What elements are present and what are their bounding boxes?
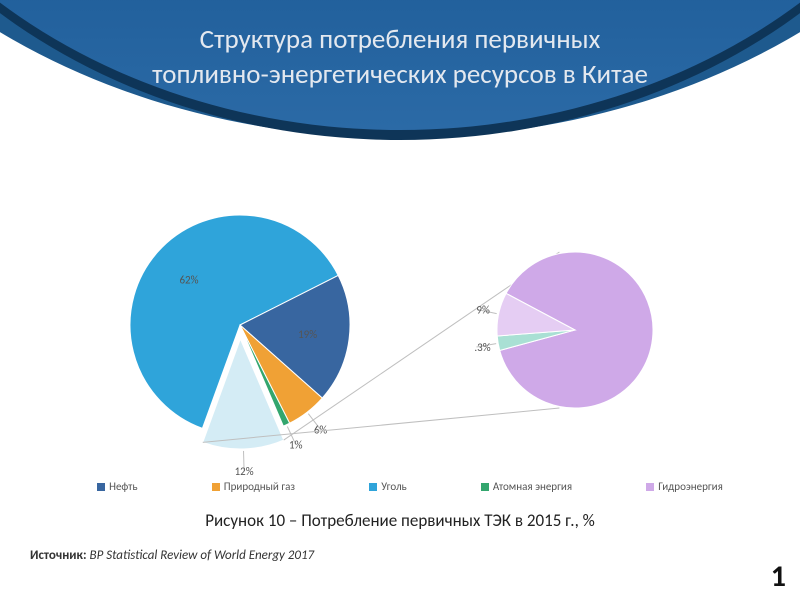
legend-swatch [646, 483, 654, 491]
legend: Нефть Природный газ Уголь Атомная энергия Ги… [60, 480, 760, 493]
title-line-1: Структура потребления первичных [200, 23, 601, 56]
chart-area: 62%19%6%1%12%.3%9% [40, 175, 760, 475]
legend-label: Гидроэнергия [658, 480, 723, 493]
legend-swatch [97, 483, 105, 491]
slice-label: 1% [289, 439, 303, 452]
legend-swatch [369, 483, 377, 491]
slice-label: .3% [474, 341, 490, 354]
legend-swatch [481, 483, 489, 491]
legend-item: Природный газ [212, 480, 295, 493]
legend-item: Гидроэнергия [646, 480, 723, 493]
source-label: Источник: [30, 548, 87, 563]
pie-charts-svg: 62%19%6%1%12%.3%9% [40, 175, 760, 475]
legend-label: Нефть [109, 480, 137, 493]
slice-label: 19% [298, 328, 317, 341]
legend-item: Атомная энергия [481, 480, 572, 493]
legend-label: Природный газ [224, 480, 295, 493]
slide-title: Структура потребления первичных топливно… [0, 22, 800, 92]
source-line: Источник: BP Statistical Review of World… [30, 548, 314, 563]
page-number: 1 [771, 563, 786, 590]
slide: Структура потребления первичных топливно… [0, 0, 800, 600]
figure-caption: Рисунок 10 – Потребление первичных ТЭК в… [0, 510, 800, 531]
slice-label: 9% [476, 304, 490, 317]
legend-label: Атомная энергия [493, 480, 572, 493]
legend-item: Нефть [97, 480, 137, 493]
legend-item: Уголь [369, 480, 406, 493]
slice-label: 62% [179, 274, 198, 287]
legend-label: Уголь [381, 480, 406, 493]
legend-swatch [212, 483, 220, 491]
slice-label: 12% [235, 465, 254, 475]
source-value: BP Statistical Review of World Energy 20… [90, 548, 315, 563]
title-line-2: топливно-энергетических ресурсов в Китае [152, 58, 648, 91]
